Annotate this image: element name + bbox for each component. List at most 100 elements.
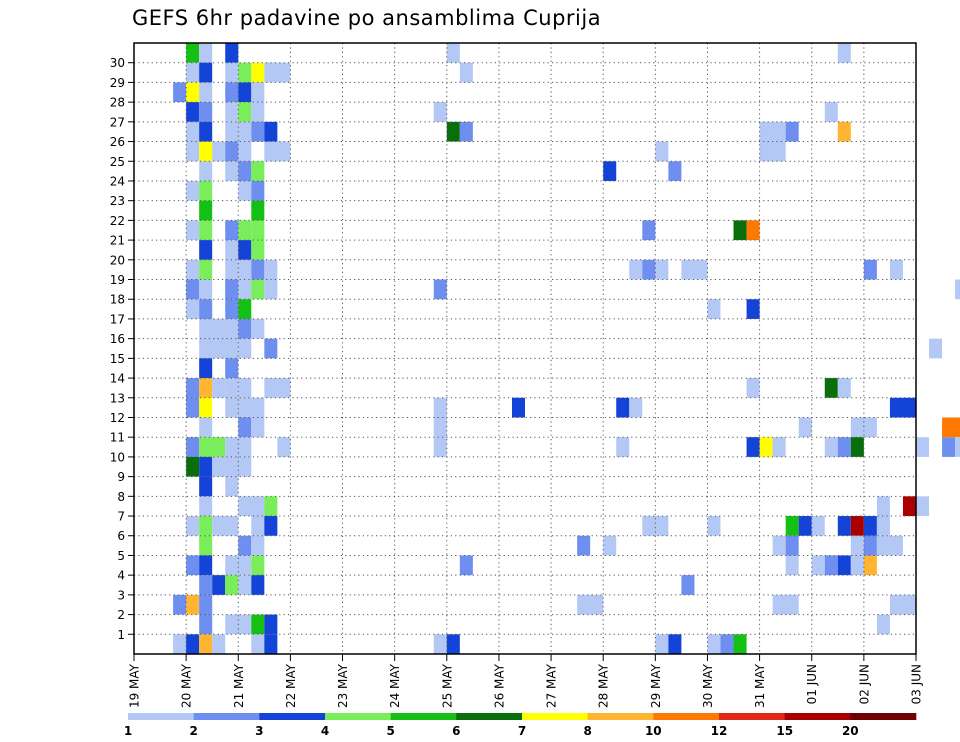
precip-cell bbox=[186, 555, 200, 576]
chart-title: GEFS 6hr padavine po ansamblima Cuprija bbox=[132, 6, 602, 30]
precip-cell bbox=[186, 594, 200, 615]
precip-cell bbox=[199, 535, 213, 556]
legend-swatch bbox=[587, 713, 654, 720]
precip-cell bbox=[876, 516, 890, 536]
y-tick-label: 5 bbox=[117, 549, 125, 563]
precip-cell bbox=[173, 594, 187, 615]
precip-cell bbox=[199, 496, 213, 517]
precip-cell bbox=[238, 161, 252, 181]
precip-cell bbox=[264, 121, 278, 142]
precip-cell bbox=[629, 397, 643, 418]
precip-cell bbox=[668, 634, 682, 654]
precip-cell bbox=[199, 121, 213, 142]
precip-cell bbox=[251, 535, 265, 556]
precip-cell bbox=[199, 180, 213, 201]
precip-cell bbox=[238, 180, 252, 201]
legend-swatch bbox=[325, 713, 391, 720]
y-tick-label: 15 bbox=[110, 352, 125, 366]
precip-cell bbox=[199, 437, 226, 457]
precip-cell bbox=[225, 476, 239, 497]
precip-cell bbox=[577, 535, 591, 556]
precip-cell bbox=[824, 378, 838, 398]
plot-frame bbox=[133, 42, 917, 655]
precip-cell bbox=[212, 456, 252, 477]
precip-cell bbox=[681, 259, 708, 280]
precip-cell bbox=[251, 180, 265, 201]
precip-cell bbox=[186, 43, 200, 63]
precip-cell bbox=[225, 575, 239, 595]
y-tick-label: 23 bbox=[110, 194, 125, 208]
y-tick-label: 29 bbox=[110, 76, 125, 90]
precip-cell bbox=[863, 535, 877, 556]
y-tick-label: 8 bbox=[117, 490, 125, 504]
precip-cell bbox=[186, 378, 200, 398]
precip-cell bbox=[238, 417, 252, 438]
x-tick-label: 30 MAY bbox=[701, 663, 715, 708]
precip-cell bbox=[837, 378, 851, 398]
precip-cell bbox=[616, 397, 630, 418]
precip-cell bbox=[238, 240, 252, 260]
precip-cell bbox=[629, 259, 643, 280]
precip-cell bbox=[759, 121, 786, 142]
precip-cell bbox=[433, 279, 447, 300]
precip-cell bbox=[850, 555, 864, 576]
precip-cell bbox=[511, 397, 525, 418]
precip-cell bbox=[225, 141, 239, 162]
precip-cell bbox=[199, 476, 213, 497]
legend-swatch bbox=[456, 713, 523, 720]
precip-cell bbox=[850, 516, 864, 536]
precip-cell bbox=[889, 594, 916, 615]
precip-cell bbox=[264, 259, 278, 280]
precip-cell bbox=[186, 102, 200, 122]
precip-cell bbox=[955, 279, 960, 300]
precip-cell bbox=[238, 535, 252, 556]
precip-cell bbox=[642, 259, 656, 280]
precip-cell bbox=[251, 516, 265, 536]
precip-cell bbox=[212, 575, 226, 595]
legend-label: 10 bbox=[645, 724, 662, 738]
precip-cell bbox=[707, 634, 721, 654]
precip-cell bbox=[433, 634, 447, 654]
y-axis: 1234567891011121314151617181920212223242… bbox=[110, 56, 134, 642]
precip-cell bbox=[186, 259, 200, 280]
precip-cell bbox=[785, 555, 799, 576]
legend-swatch bbox=[719, 713, 785, 720]
y-tick-label: 18 bbox=[110, 293, 125, 307]
precip-cell bbox=[199, 82, 213, 103]
precip-cell bbox=[459, 121, 473, 142]
precip-cell bbox=[772, 535, 786, 556]
precip-cell bbox=[199, 338, 239, 359]
precip-cell bbox=[199, 634, 213, 654]
precip-cell bbox=[433, 437, 447, 457]
precip-cell bbox=[251, 200, 265, 221]
x-axis: 19 MAY 20 MAY 21 MAY 22 MAY 23 MAY 24 MAY 25 M… bbox=[128, 654, 924, 708]
precip-cell bbox=[225, 437, 252, 457]
x-tick-label: 02 JUN bbox=[857, 664, 871, 704]
precip-cell bbox=[199, 318, 239, 339]
y-tick-label: 2 bbox=[117, 608, 125, 622]
y-tick-label: 20 bbox=[110, 253, 125, 267]
precip-cell bbox=[251, 417, 265, 438]
precip-cell bbox=[433, 417, 447, 438]
x-tick-label: 20 MAY bbox=[180, 663, 194, 708]
precip-cell bbox=[264, 62, 291, 83]
y-tick-label: 21 bbox=[110, 234, 125, 248]
precip-cell bbox=[733, 220, 747, 241]
precip-cell bbox=[199, 397, 213, 418]
precip-cell bbox=[212, 634, 226, 654]
precip-cell bbox=[837, 516, 851, 536]
precip-cell bbox=[225, 102, 239, 122]
precip-cell bbox=[668, 161, 682, 181]
precip-cell bbox=[225, 62, 239, 83]
precip-cell bbox=[238, 62, 252, 83]
precip-cell bbox=[916, 437, 930, 457]
y-tick-label: 30 bbox=[110, 56, 125, 70]
legend-label: 8 bbox=[584, 724, 592, 738]
y-tick-label: 6 bbox=[117, 529, 125, 543]
precip-cell bbox=[251, 240, 265, 260]
legend-label: 20 bbox=[842, 724, 859, 738]
precip-cell bbox=[459, 62, 473, 83]
legend-swatch bbox=[390, 713, 457, 720]
precip-cell bbox=[264, 279, 278, 300]
precip-cell bbox=[186, 299, 200, 319]
